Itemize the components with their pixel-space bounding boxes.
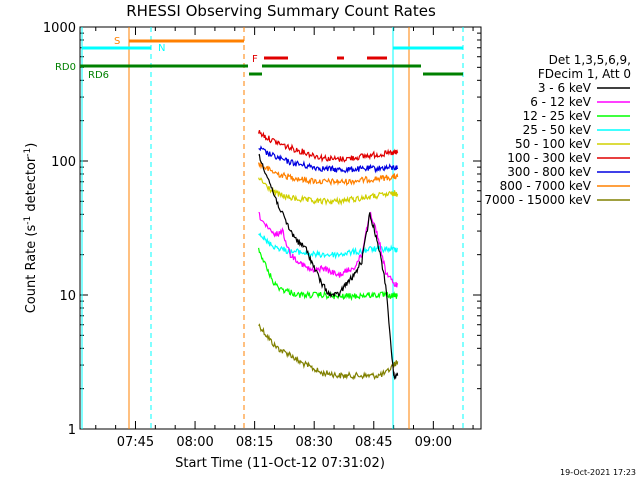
y-label-a: Count Rate (s: [24, 225, 39, 314]
x-tick-label: 08:30: [295, 435, 332, 450]
ticks-layer: 07:45 08:00 08:15 08:30 08:45 09:00 1 10 100 1000: [43, 21, 481, 450]
x-tick-label: 07:45: [117, 435, 154, 450]
y-tick-label: 10: [59, 289, 76, 304]
plot-frame: [79, 26, 482, 430]
series-line: [258, 323, 399, 381]
x-tick-label: 08:15: [236, 435, 273, 450]
legend-label: 50 - 100 keV: [515, 137, 592, 151]
y-tick-label: 1000: [43, 21, 76, 36]
footer-date: 19-Oct-2021 17:23: [560, 468, 636, 477]
series-line: [258, 145, 399, 174]
legend-header-2: FDecim 1, Att 0: [538, 67, 631, 81]
legend-label: 25 - 50 keV: [523, 123, 592, 137]
flag-label-rd6: RD6: [88, 70, 109, 81]
legend-label: 300 - 800 keV: [507, 165, 591, 179]
legend-label: 6 - 12 keV: [530, 95, 592, 109]
legend-label: 3 - 6 keV: [538, 81, 592, 95]
flag-label-rd0: RD0: [55, 62, 76, 73]
series-layer: [258, 130, 399, 381]
x-axis-label: Start Time (11-Oct-12 07:31:02): [175, 456, 385, 471]
y-label-c: ): [24, 143, 39, 148]
y-axis-label: Count Rate (s-1 detector-1): [23, 143, 39, 314]
chart-title: RHESSI Observing Summary Count Rates: [126, 2, 436, 20]
flag-label-f: F: [252, 54, 258, 65]
x-tick-label: 09:00: [415, 435, 452, 450]
flag-label-s: S: [114, 36, 120, 47]
series-line: [258, 153, 399, 381]
legend-label: 7000 - 15000 keV: [484, 193, 591, 207]
series-line: [258, 130, 399, 163]
series-line: [258, 177, 399, 206]
legend-header-1: Det 1,3,5,6,9,: [549, 53, 631, 67]
legend-label: 12 - 25 keV: [523, 109, 592, 123]
legend-label: 800 - 7000 keV: [500, 179, 592, 193]
x-tick-label: 08:45: [355, 435, 392, 450]
legend-label: 100 - 300 keV: [507, 151, 591, 165]
y-label-sup1: -1: [23, 216, 33, 225]
y-label-b: detector: [24, 156, 39, 216]
flag-label-n: N: [158, 43, 165, 54]
vertical-markers: [81, 27, 464, 429]
y-tick-label: 1: [68, 423, 76, 438]
series-line: [258, 161, 399, 187]
y-tick-label: 100: [51, 155, 76, 170]
y-label-sup2: -1: [23, 148, 33, 157]
flag-bars: S N F RD0 RD6: [55, 36, 463, 81]
series-line: [258, 211, 399, 288]
x-tick-label: 08:00: [176, 435, 213, 450]
